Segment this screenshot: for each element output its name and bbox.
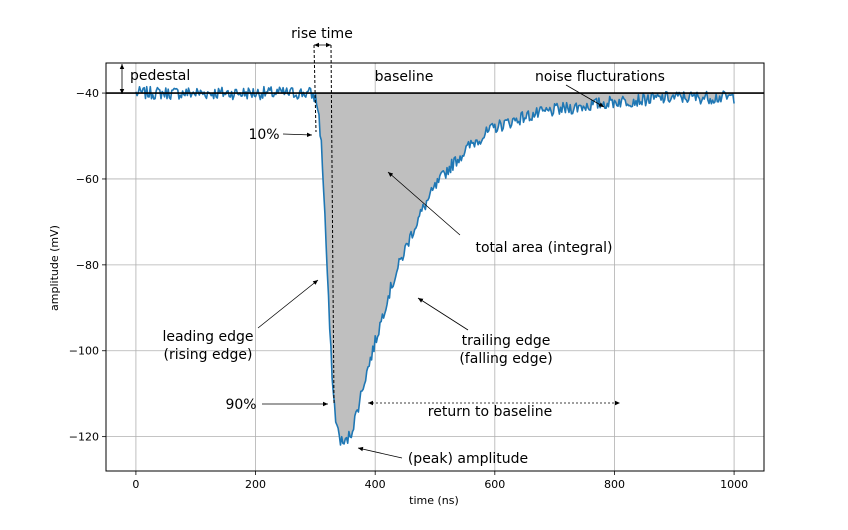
trailing-edge-label-line1: trailing edge — [462, 333, 551, 349]
annotation-pedestal: pedestal — [119, 64, 190, 94]
ten-percent-arrow — [282, 132, 313, 138]
y-axis-label: amplitude (mV) — [48, 225, 61, 311]
total-area-arrow — [387, 171, 461, 236]
x-tick-label: 1000 — [720, 478, 748, 491]
annotation-leading-edge: leading edge (rising edge) — [162, 279, 319, 363]
x-tick-label: 400 — [365, 478, 386, 491]
series-layer — [135, 85, 735, 446]
leading-edge-arrow — [257, 279, 319, 329]
y-tick-label: −60 — [76, 173, 99, 186]
plot-frame — [105, 62, 765, 472]
annotation-total-area: total area (integral) — [387, 171, 613, 256]
x-axis-label: time (ns) — [409, 494, 459, 507]
annotation-rise-time: rise time — [291, 26, 353, 405]
peak-arrow — [357, 446, 403, 459]
annotation-ten-percent: 10% — [248, 127, 313, 143]
noise-label: noise flucturations — [535, 69, 665, 85]
pedestal-label: pedestal — [130, 68, 190, 84]
trailing-edge-arrow — [417, 297, 469, 331]
y-tick-label: −80 — [76, 259, 99, 272]
annotation-noise: noise flucturations — [535, 69, 665, 108]
peak-label: (peak) amplitude — [408, 451, 528, 467]
annotation-trailing-edge: trailing edge (falling edge) — [417, 297, 553, 367]
x-tick-label: 0 — [132, 478, 139, 491]
rise-time-label: rise time — [291, 26, 353, 42]
rise-time-left-dash — [313, 44, 317, 133]
leading-edge-label-line2: (rising edge) — [164, 347, 253, 363]
axis-ticks: 0 200 400 600 800 1000 −40 −60 −80 −100 −120 — [69, 87, 748, 491]
annotation-ninety-percent: 90% — [225, 397, 328, 413]
total-area-label: total area (integral) — [475, 240, 612, 256]
y-tick-label: −100 — [69, 345, 99, 358]
annotation-return-to-baseline: return to baseline — [368, 400, 620, 420]
y-tick-label: −120 — [69, 431, 99, 444]
ten-percent-label: 10% — [248, 127, 279, 143]
return-to-baseline-label: return to baseline — [428, 404, 552, 420]
annotation-peak: (peak) amplitude — [357, 446, 528, 467]
x-tick-label: 800 — [604, 478, 625, 491]
trailing-edge-label-line2: (falling edge) — [459, 351, 552, 367]
ninety-percent-label: 90% — [225, 397, 256, 413]
x-tick-label: 200 — [245, 478, 266, 491]
noise-arrow — [565, 84, 605, 108]
baseline-label: baseline — [375, 69, 434, 85]
signal-line — [135, 85, 735, 446]
leading-edge-label-line1: leading edge — [162, 329, 253, 345]
y-tick-label: −40 — [76, 87, 99, 100]
x-tick-label: 600 — [484, 478, 505, 491]
area-under-curve — [315, 93, 735, 445]
